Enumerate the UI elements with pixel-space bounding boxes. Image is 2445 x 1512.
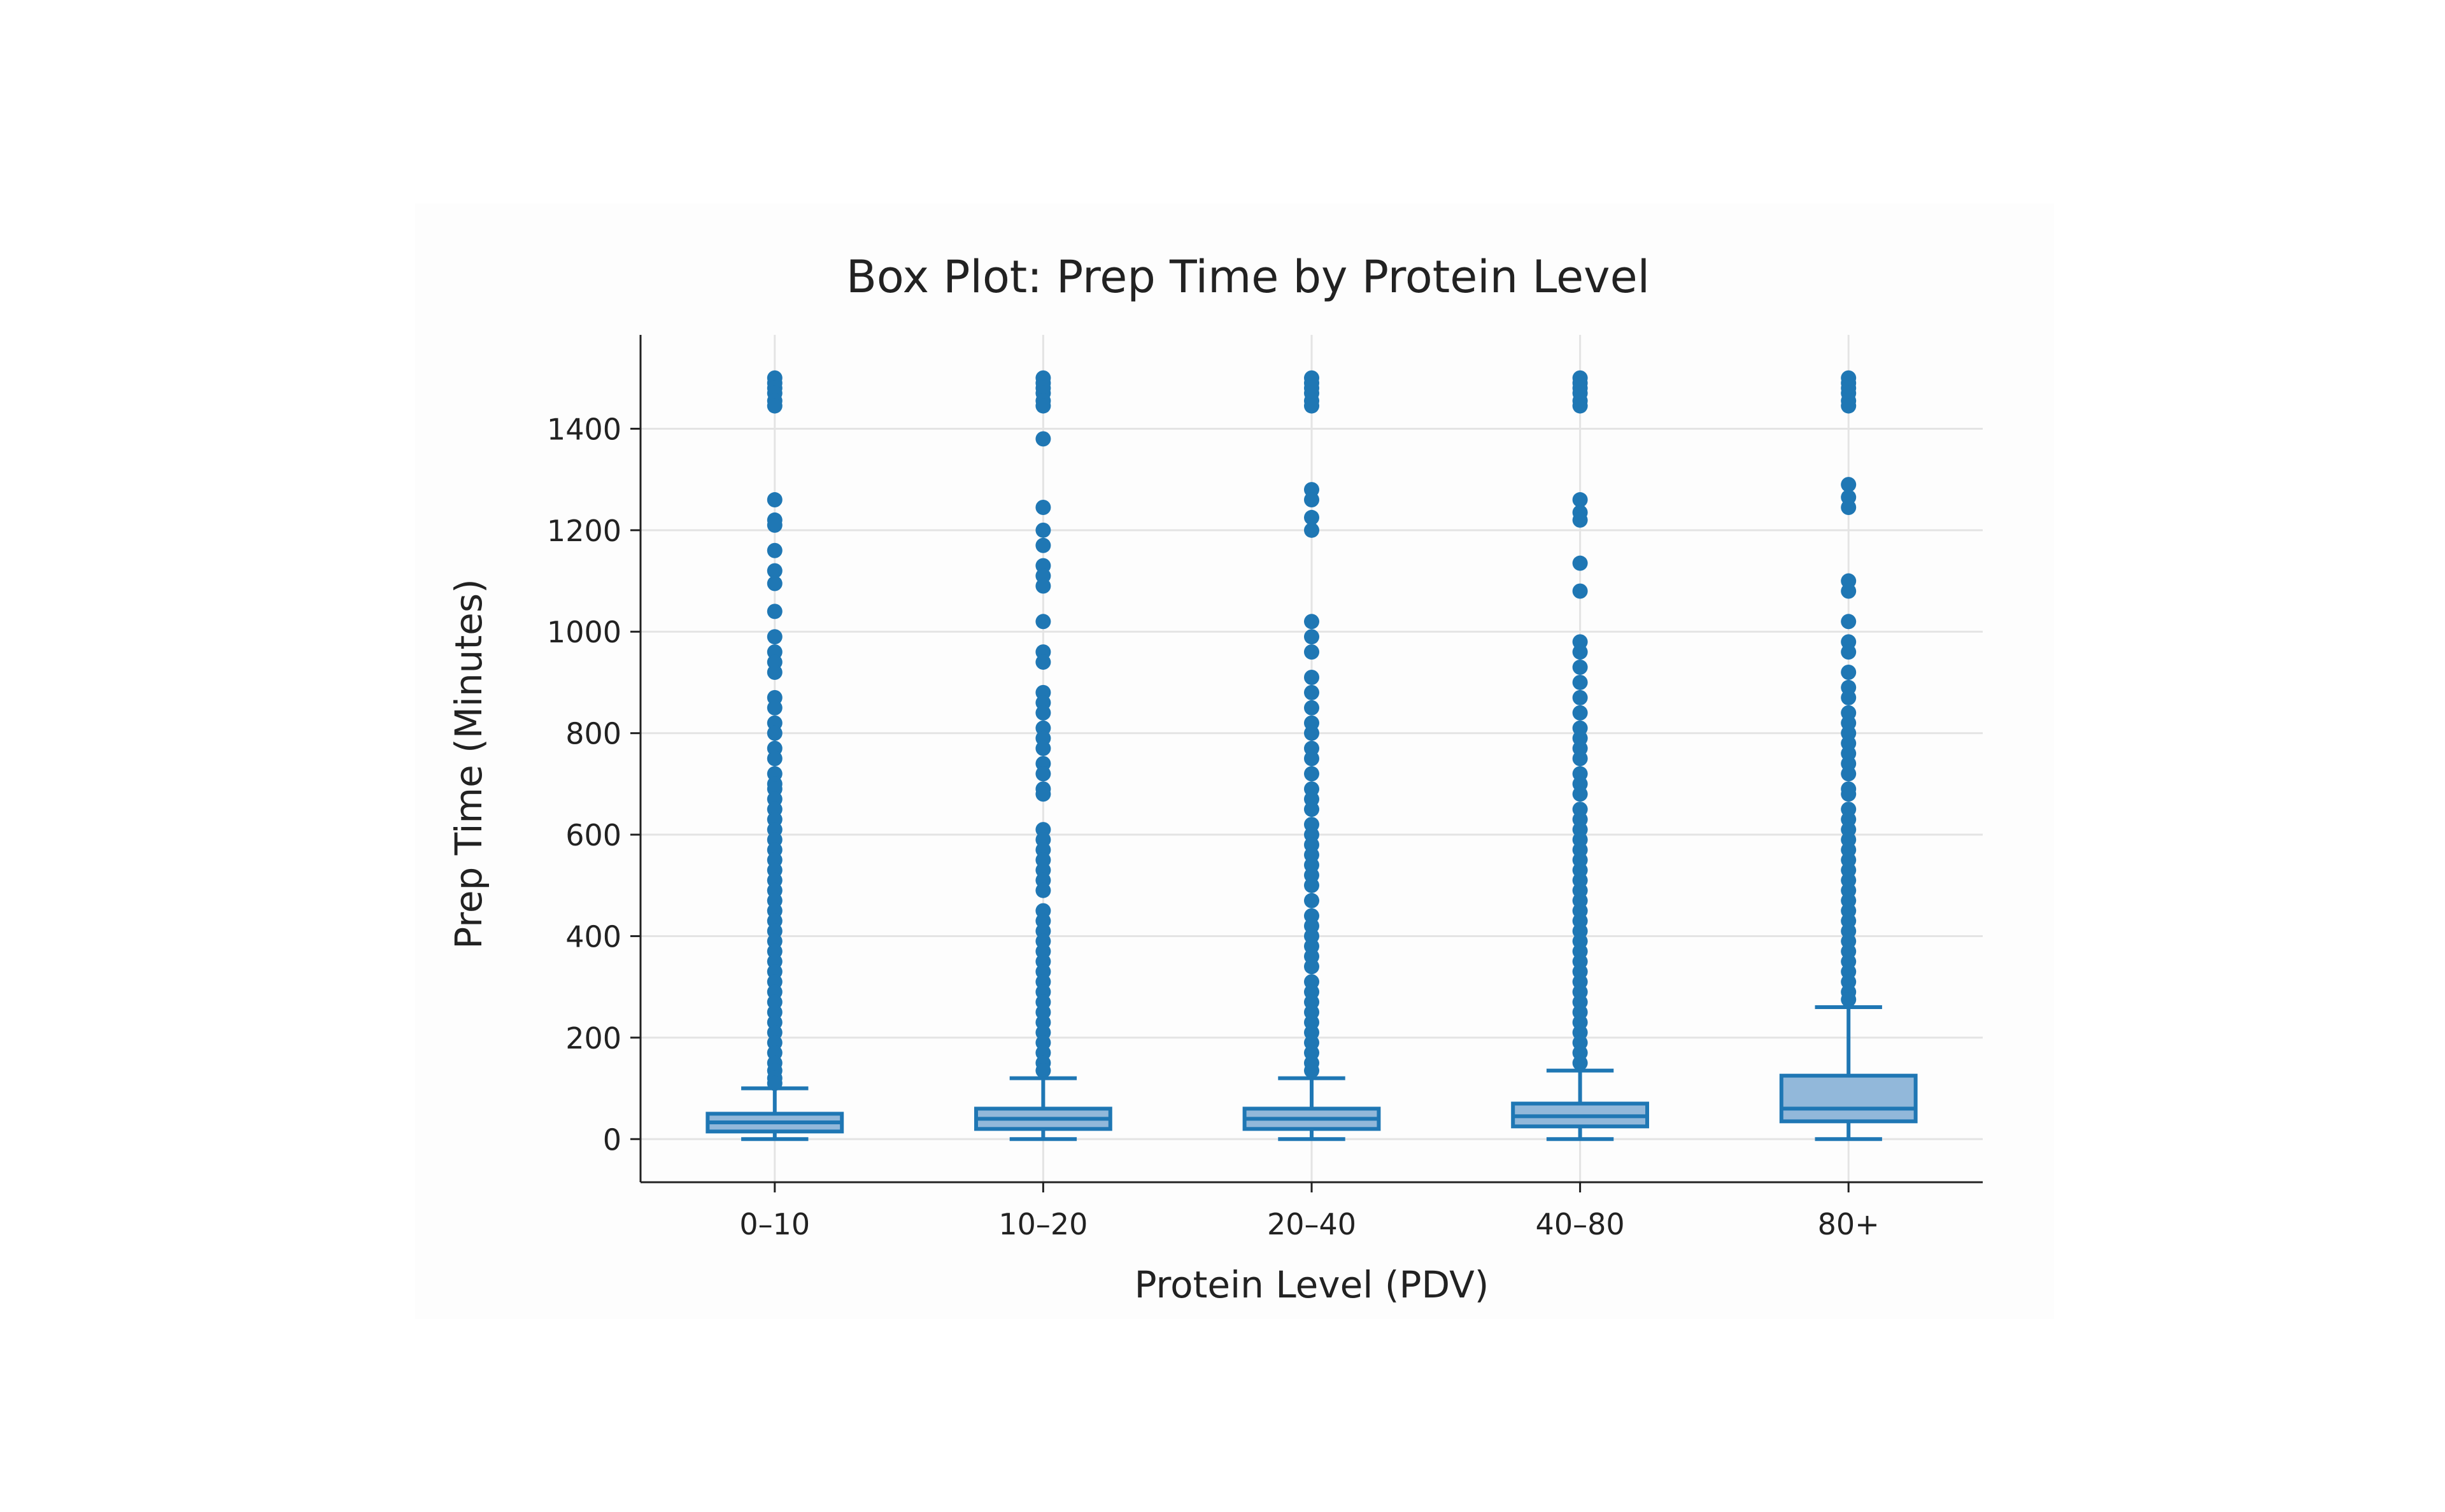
boxes-layer — [705, 370, 1918, 1141]
outlier-point — [1304, 492, 1319, 508]
chart-figure: Box Plot: Prep Time by Protein Level Pro… — [415, 204, 2054, 1319]
outlier-point — [1572, 786, 1588, 802]
outlier-point — [1841, 583, 1857, 599]
outlier-point — [767, 751, 783, 767]
y-tick-label: 1400 — [547, 412, 621, 446]
box-group — [705, 370, 844, 1141]
outlier-point — [1841, 499, 1857, 515]
outlier-point — [767, 576, 783, 591]
x-tick-label: 20–40 — [1267, 1207, 1356, 1241]
y-tick-label: 0 — [603, 1122, 621, 1157]
outlier-point — [1035, 654, 1051, 670]
y-tick-label: 600 — [565, 818, 621, 852]
outlier-point — [1035, 766, 1051, 782]
ticks-layer: 0 200 400 600 800 1000 1200 1400 0–10 10–20 20–40 4… — [547, 412, 1880, 1241]
outlier-point — [1035, 786, 1051, 802]
outlier-point — [767, 563, 783, 579]
outlier-point — [1304, 1063, 1319, 1078]
x-tick-label: 40–80 — [1536, 1207, 1625, 1241]
outlier-point — [1841, 398, 1857, 414]
box-group — [1779, 370, 1918, 1141]
outlier-point — [1035, 522, 1051, 538]
outlier-point — [1304, 802, 1319, 817]
outlier-point — [1304, 877, 1319, 893]
outlier-point — [1035, 882, 1051, 898]
outlier-point — [1035, 537, 1051, 553]
outlier-point — [1035, 1063, 1051, 1078]
box-group — [1242, 370, 1381, 1141]
outlier-point — [1035, 499, 1051, 515]
y-tick-label: 800 — [565, 717, 621, 751]
outlier-point — [767, 629, 783, 645]
outlier-point — [1572, 512, 1588, 528]
outlier-point — [1304, 509, 1319, 525]
outlier-point — [1841, 614, 1857, 630]
outlier-point — [1304, 522, 1319, 538]
outlier-point — [1572, 1055, 1588, 1071]
outlier-point — [767, 604, 783, 619]
y-tick-label: 1000 — [547, 615, 621, 649]
outlier-point — [767, 725, 783, 741]
outlier-point — [1304, 700, 1319, 716]
outlier-point — [1572, 492, 1588, 508]
box-group — [974, 370, 1112, 1141]
outlier-point — [1035, 578, 1051, 594]
y-axis-title: Prep Time (Minutes) — [447, 579, 490, 949]
outlier-point — [1035, 431, 1051, 447]
x-tick-label: 0–10 — [739, 1207, 810, 1241]
outlier-point — [1304, 766, 1319, 782]
box-group — [1511, 370, 1649, 1141]
outlier-point — [767, 700, 783, 716]
outlier-point — [1304, 725, 1319, 741]
x-tick-label: 10–20 — [998, 1207, 1088, 1241]
outlier-point — [1304, 684, 1319, 700]
outlier-point — [1841, 992, 1857, 1008]
y-tick-label: 1200 — [547, 514, 621, 548]
outlier-point — [1572, 660, 1588, 675]
outlier-point — [1572, 583, 1588, 599]
outlier-point — [1572, 751, 1588, 767]
outlier-point — [767, 492, 783, 508]
outlier-point — [1572, 644, 1588, 660]
outlier-point — [767, 542, 783, 558]
outlier-point — [767, 665, 783, 681]
outlier-point — [1304, 398, 1319, 414]
outlier-point — [1304, 614, 1319, 630]
outlier-point — [1304, 893, 1319, 908]
iqr-box — [1779, 1073, 1918, 1124]
y-tick-label: 200 — [565, 1021, 621, 1056]
box-plot-chart: Box Plot: Prep Time by Protein Level Pro… — [447, 251, 1983, 1306]
outlier-point — [1035, 398, 1051, 414]
outlier-point — [1841, 477, 1857, 493]
outlier-point — [1572, 689, 1588, 705]
outlier-point — [1304, 751, 1319, 767]
outlier-point — [767, 517, 783, 533]
outlier-point — [1304, 629, 1319, 645]
x-tick-label: 80+ — [1818, 1207, 1880, 1241]
outlier-point — [1304, 959, 1319, 975]
outlier-point — [1304, 669, 1319, 685]
outlier-point — [1572, 555, 1588, 571]
outlier-point — [1572, 705, 1588, 721]
chart-title: Box Plot: Prep Time by Protein Level — [846, 251, 1650, 303]
outlier-point — [1841, 644, 1857, 660]
y-tick-label: 400 — [565, 919, 621, 954]
outlier-point — [1841, 665, 1857, 681]
outlier-point — [1841, 689, 1857, 705]
outlier-point — [1572, 674, 1588, 690]
outlier-point — [1035, 740, 1051, 756]
x-axis-title: Protein Level (PDV) — [1135, 1263, 1489, 1306]
outlier-point — [1841, 786, 1857, 802]
outlier-point — [1841, 766, 1857, 782]
outlier-point — [1304, 644, 1319, 660]
outlier-point — [767, 398, 783, 414]
outlier-point — [1035, 614, 1051, 630]
outlier-point — [1572, 398, 1588, 414]
outlier-point — [1035, 705, 1051, 721]
